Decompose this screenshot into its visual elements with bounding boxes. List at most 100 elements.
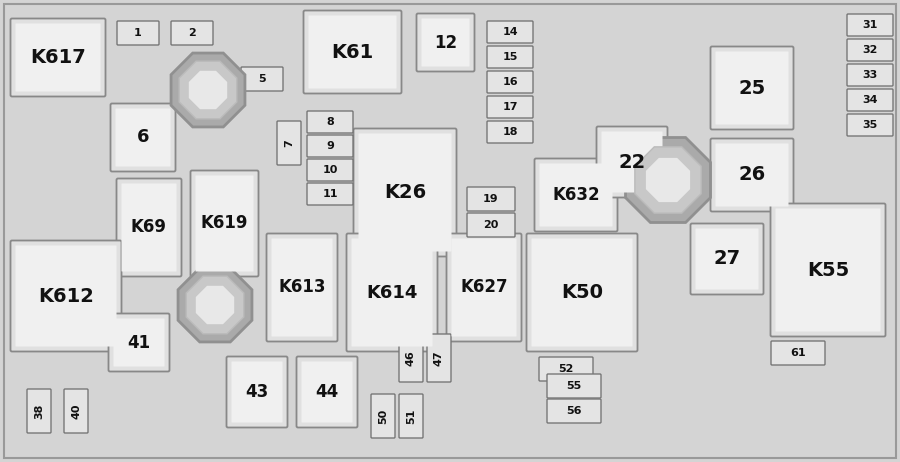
Text: K613: K613 (278, 279, 326, 297)
FancyBboxPatch shape (231, 361, 283, 423)
Text: K612: K612 (38, 286, 94, 305)
FancyBboxPatch shape (122, 183, 176, 272)
Polygon shape (186, 276, 244, 334)
Text: 11: 11 (322, 189, 338, 199)
FancyBboxPatch shape (296, 357, 357, 427)
FancyBboxPatch shape (307, 111, 353, 133)
Text: 15: 15 (502, 52, 518, 62)
FancyBboxPatch shape (303, 11, 401, 93)
FancyBboxPatch shape (487, 46, 533, 68)
FancyBboxPatch shape (770, 203, 886, 336)
FancyBboxPatch shape (417, 13, 474, 72)
Text: 35: 35 (862, 120, 878, 130)
Text: K55: K55 (807, 261, 849, 280)
Text: K632: K632 (553, 186, 599, 204)
FancyBboxPatch shape (601, 132, 662, 193)
FancyBboxPatch shape (452, 238, 517, 336)
Text: 6: 6 (137, 128, 149, 146)
Text: K69: K69 (131, 219, 167, 237)
FancyBboxPatch shape (421, 18, 470, 67)
Polygon shape (178, 268, 252, 342)
FancyBboxPatch shape (399, 394, 423, 438)
FancyBboxPatch shape (113, 318, 165, 366)
FancyBboxPatch shape (109, 314, 169, 371)
Text: 40: 40 (71, 403, 81, 419)
Text: 44: 44 (315, 383, 338, 401)
FancyBboxPatch shape (354, 128, 456, 256)
Text: 43: 43 (246, 383, 268, 401)
Text: 34: 34 (862, 95, 878, 105)
FancyBboxPatch shape (171, 21, 213, 45)
Text: 61: 61 (790, 348, 806, 358)
FancyBboxPatch shape (195, 176, 254, 272)
Text: K50: K50 (561, 283, 603, 302)
Text: 14: 14 (502, 27, 518, 37)
FancyBboxPatch shape (11, 18, 105, 97)
FancyBboxPatch shape (11, 241, 122, 352)
FancyBboxPatch shape (847, 64, 893, 86)
FancyBboxPatch shape (309, 16, 397, 89)
FancyBboxPatch shape (847, 14, 893, 36)
FancyBboxPatch shape (272, 238, 332, 336)
FancyBboxPatch shape (266, 233, 338, 341)
Polygon shape (646, 158, 690, 202)
FancyBboxPatch shape (526, 233, 637, 352)
Text: 33: 33 (862, 70, 878, 80)
FancyBboxPatch shape (539, 357, 593, 381)
FancyBboxPatch shape (847, 114, 893, 136)
Text: 50: 50 (378, 408, 388, 424)
FancyBboxPatch shape (277, 121, 301, 165)
FancyBboxPatch shape (116, 178, 182, 276)
FancyBboxPatch shape (307, 135, 353, 157)
Text: 52: 52 (558, 364, 573, 374)
Text: 17: 17 (502, 102, 518, 112)
FancyBboxPatch shape (64, 389, 88, 433)
Text: 25: 25 (738, 79, 766, 97)
Text: 8: 8 (326, 117, 334, 127)
FancyBboxPatch shape (710, 139, 794, 212)
FancyBboxPatch shape (847, 39, 893, 61)
FancyBboxPatch shape (532, 238, 633, 346)
FancyBboxPatch shape (597, 127, 668, 197)
Text: 9: 9 (326, 141, 334, 151)
Text: 20: 20 (483, 220, 499, 230)
Text: 26: 26 (738, 165, 766, 184)
Polygon shape (171, 53, 245, 127)
Polygon shape (189, 71, 227, 109)
FancyBboxPatch shape (547, 399, 601, 423)
Text: 38: 38 (34, 403, 44, 419)
Text: 56: 56 (566, 406, 581, 416)
FancyBboxPatch shape (241, 67, 283, 91)
Text: 27: 27 (714, 249, 741, 268)
Text: 41: 41 (128, 334, 150, 352)
Polygon shape (196, 286, 234, 324)
Text: 46: 46 (406, 350, 416, 366)
Text: 2: 2 (188, 28, 196, 38)
Text: 31: 31 (862, 20, 878, 30)
FancyBboxPatch shape (358, 134, 452, 251)
FancyBboxPatch shape (111, 103, 176, 171)
FancyBboxPatch shape (487, 96, 533, 118)
FancyBboxPatch shape (535, 158, 617, 231)
FancyBboxPatch shape (15, 24, 101, 91)
FancyBboxPatch shape (696, 229, 759, 290)
FancyBboxPatch shape (487, 21, 533, 43)
Polygon shape (626, 138, 710, 223)
FancyBboxPatch shape (302, 361, 353, 423)
Text: 18: 18 (502, 127, 518, 137)
Text: 1: 1 (134, 28, 142, 38)
FancyBboxPatch shape (710, 47, 794, 129)
Text: 19: 19 (483, 194, 499, 204)
Text: K614: K614 (366, 284, 418, 302)
FancyBboxPatch shape (771, 341, 825, 365)
FancyBboxPatch shape (547, 374, 601, 398)
FancyBboxPatch shape (191, 170, 258, 276)
FancyBboxPatch shape (847, 89, 893, 111)
Text: K627: K627 (460, 279, 508, 297)
FancyBboxPatch shape (399, 334, 423, 382)
FancyBboxPatch shape (690, 224, 763, 294)
FancyBboxPatch shape (716, 51, 788, 124)
Text: K619: K619 (201, 214, 248, 232)
Text: 7: 7 (284, 139, 294, 147)
FancyBboxPatch shape (716, 144, 788, 207)
